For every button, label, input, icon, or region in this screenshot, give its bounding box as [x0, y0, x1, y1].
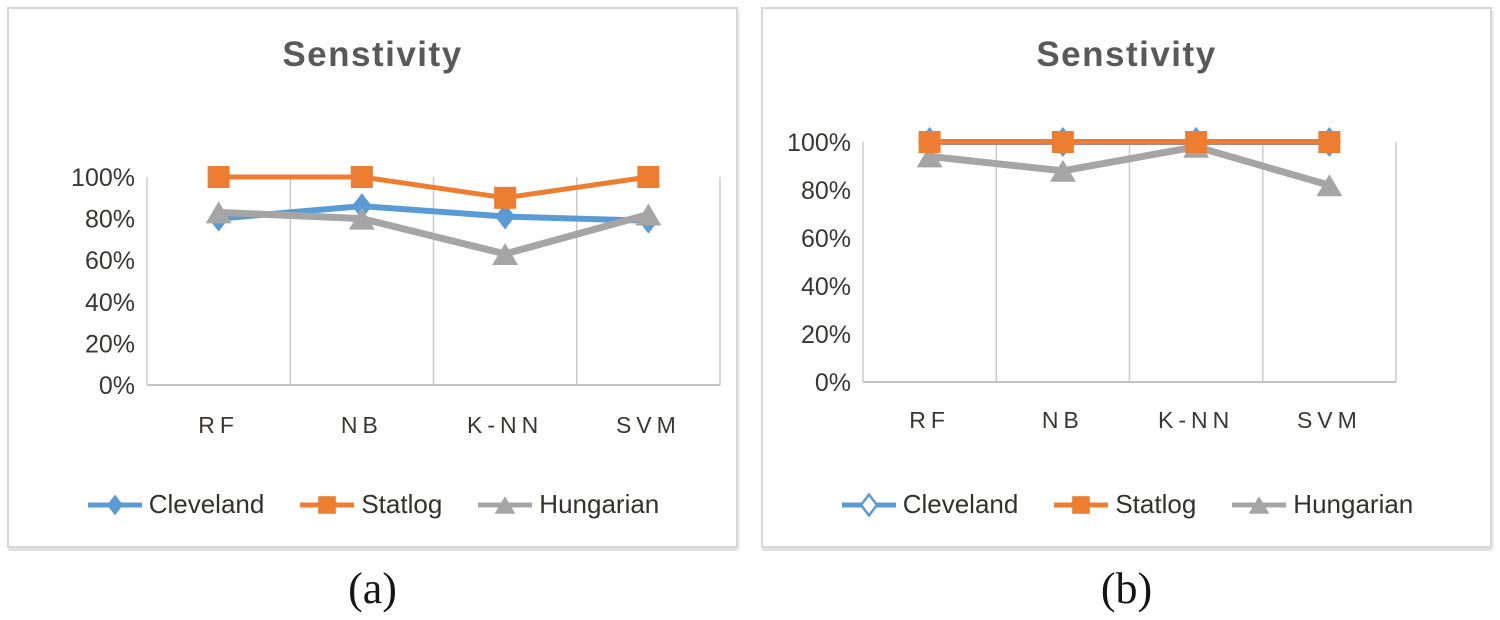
y-tick-label: 100% [71, 164, 135, 192]
y-tick-label: 0% [815, 369, 851, 397]
y-tick-label: 80% [85, 206, 135, 234]
chart-panel-a: Senstivity 100% 80% 60% 40% 20% 0% RF NB K-NN SVM… [7, 7, 738, 548]
marker-statlog-svm [1318, 131, 1341, 153]
marker-statlog-nb [1051, 131, 1074, 153]
marker-hungarian-rf [916, 145, 943, 168]
legend-marker [859, 492, 879, 517]
square-marker-icon [1054, 495, 1109, 514]
marker-cleveland-nb [351, 193, 372, 220]
chart-legend-a: Cleveland Statlog Hungarian [9, 489, 736, 520]
legend-item-statlog: Statlog [298, 489, 442, 520]
marker-statlog-rf [918, 131, 941, 153]
y-tick-label: 0% [99, 372, 135, 400]
legend-item-statlog: Statlog [1052, 489, 1196, 520]
legend-marker [494, 495, 516, 514]
triangle-marker-icon [1232, 495, 1287, 514]
diamond-marker-icon [87, 494, 142, 515]
marker-statlog-svm [637, 166, 660, 188]
square-marker-icon [300, 495, 355, 514]
legend-item-cleveland: Cleveland [840, 489, 1019, 520]
x-tick-label: SVM [1297, 407, 1362, 433]
marker-statlog-nb [350, 166, 373, 188]
triangle-marker-icon [478, 495, 533, 514]
legend-marker [318, 495, 337, 514]
legend-label: Hungarian [1293, 489, 1414, 519]
y-tick-label: 60% [801, 225, 851, 253]
line-chart-a: 100% 80% 60% 40% 20% 0% RF NB K-NN SVM [71, 164, 721, 438]
marker-statlog-k-nn [494, 186, 517, 209]
chart-panel-b: Senstivity 100% 80% 60% 40% 20% 0% RF NB K-NN SVM… [761, 7, 1492, 548]
y-tick-label: 40% [85, 289, 135, 317]
y-tick-label: 80% [801, 177, 851, 205]
y-tick-label: 60% [85, 247, 135, 275]
legend-label: Hungarian [539, 489, 660, 519]
x-tick-label: K-NN [1158, 407, 1234, 433]
panel-caption-b: (b) [1100, 564, 1153, 613]
legend-label: Statlog [1115, 489, 1197, 519]
series-line-hungarian [929, 143, 1331, 189]
legend-label: Statlog [361, 489, 443, 519]
marker-hungarian-nb [1049, 159, 1076, 182]
marker-hungarian-nb [348, 207, 375, 230]
x-tick-label: RF [198, 412, 239, 438]
x-tick-label: NB [1042, 407, 1084, 433]
line-chart-b: 100% 80% 60% 40% 20% 0% RF NB K-NN SVM [787, 126, 1397, 433]
marker-hungarian-rf [205, 201, 232, 224]
marker-statlog-k-nn [1185, 131, 1208, 153]
x-tick-label: NB [341, 412, 383, 438]
legend-item-cleveland: Cleveland [86, 489, 265, 520]
y-tick-label: 40% [801, 273, 851, 301]
chart-title: Senstivity [282, 35, 463, 74]
legend-item-hungarian: Hungarian [1230, 489, 1413, 520]
y-tick-label: 100% [787, 129, 851, 157]
x-tick-label: SVM [616, 412, 681, 438]
marker-hungarian-svm [1316, 174, 1343, 197]
panel-caption-a: (a) [348, 564, 397, 613]
legend-item-hungarian: Hungarian [476, 489, 659, 520]
y-tick-label: 20% [801, 321, 851, 349]
marker-hungarian-svm [635, 203, 662, 226]
y-tick-label: 20% [85, 330, 135, 358]
legend-marker [106, 494, 123, 515]
series-line-statlog [218, 174, 649, 201]
marker-statlog-rf [207, 166, 230, 188]
legend-label: Cleveland [902, 489, 1019, 519]
marker-hungarian-k-nn [492, 242, 519, 265]
legend-marker [1072, 495, 1091, 514]
chart-legend-b: Cleveland Statlog Hungarian [763, 489, 1490, 520]
diamond-marker-icon [841, 492, 896, 517]
x-tick-label: K-NN [467, 412, 543, 438]
legend-marker [1248, 495, 1270, 514]
legend-label: Cleveland [148, 489, 265, 519]
marker-cleveland-k-nn [495, 203, 516, 230]
series-line-hungarian [218, 208, 650, 258]
chart-title: Senstivity [1036, 35, 1217, 74]
x-tick-label: RF [909, 407, 950, 433]
